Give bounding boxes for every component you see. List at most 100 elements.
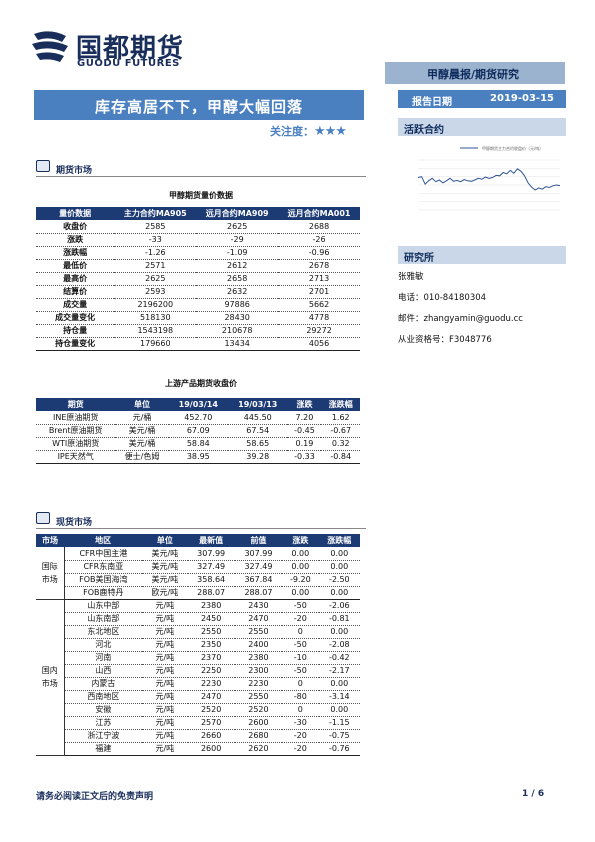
table-cell: 13434 bbox=[196, 337, 279, 351]
table-row: 收盘价 2585 2625 2688 bbox=[36, 220, 360, 234]
table-cell: 2196200 bbox=[114, 298, 197, 312]
table-row: 山西 元/吨 2250 2300 -50 -2.17 bbox=[36, 664, 360, 678]
table-cell: 元/吨 bbox=[142, 651, 188, 665]
table-cell: 28430 bbox=[196, 311, 279, 325]
table-cell: 327.49 bbox=[234, 560, 283, 574]
table-cell: 美元/吨 bbox=[142, 573, 188, 587]
table-cell: 2520 bbox=[234, 703, 283, 717]
table-header-row: 期货 单位 19/03/14 19/03/13 涨跌 涨跌幅 bbox=[36, 398, 360, 411]
table-cell: -2.06 bbox=[318, 599, 360, 613]
table-cell: 445.50 bbox=[228, 411, 288, 425]
svg-text:甲醇期货主力合约收盘价（元/吨）: 甲醇期货主力合约收盘价（元/吨） bbox=[482, 145, 543, 151]
table-cell: 288.07 bbox=[234, 586, 283, 600]
analyst-email[interactable]: 邮件：zhangyamin@guodu.cc bbox=[398, 314, 523, 324]
table-cell: -50 bbox=[282, 638, 319, 652]
region-label: 浙江宁波 bbox=[64, 729, 143, 743]
table-cell: 元/吨 bbox=[142, 690, 188, 704]
table-cell: 2550 bbox=[234, 625, 283, 639]
table-cell: 2430 bbox=[234, 599, 283, 613]
region-label: 河南 bbox=[64, 651, 143, 665]
column-header: 涨跌幅 bbox=[321, 398, 360, 411]
table-cell: 元/吨 bbox=[142, 664, 188, 678]
table-cell: 美元/吨 bbox=[142, 547, 188, 561]
region-label: 安徽 bbox=[64, 703, 143, 717]
section-divider bbox=[36, 528, 366, 529]
column-header: 单位 bbox=[115, 398, 169, 411]
table-cell: 179660 bbox=[114, 337, 197, 351]
section-divider bbox=[36, 176, 366, 177]
table-cell: 0.00 bbox=[318, 703, 360, 717]
table-cell: 307.99 bbox=[234, 547, 283, 561]
table-cell: -29 bbox=[196, 233, 279, 247]
star-rating-icon: ★★★ bbox=[314, 124, 347, 139]
table-cell: 元/吨 bbox=[142, 599, 188, 613]
futures-table-caption: 甲醇期货量价数据 bbox=[169, 191, 233, 200]
row-label: 结算价 bbox=[36, 285, 115, 299]
row-label: 成交量变化 bbox=[36, 311, 115, 325]
table-row: 持仓量 1543198 210678 29272 bbox=[36, 324, 360, 338]
upstream-price-table: 期货 单位 19/03/14 19/03/13 涨跌 涨跌幅 INE原油期货 元/桶 452.… bbox=[36, 398, 360, 464]
table-cell: 452.70 bbox=[168, 411, 229, 425]
table-cell: 38.95 bbox=[168, 450, 229, 464]
table-row: IPE天然气 便士/色姆 38.95 39.28 -0.33 -0.84 bbox=[36, 450, 360, 464]
region-label: CFR中国主港 bbox=[64, 547, 143, 561]
table-cell: 2380 bbox=[234, 651, 283, 665]
table-cell: 2550 bbox=[234, 690, 283, 704]
table-cell: 2550 bbox=[187, 625, 235, 639]
table-cell: 2701 bbox=[278, 285, 360, 299]
row-label: 持仓量 bbox=[36, 324, 115, 338]
table-cell: 2470 bbox=[234, 612, 283, 626]
table-cell: 元/吨 bbox=[142, 612, 188, 626]
disclaimer-note: 请务必阅读正文后的免责声明 bbox=[36, 792, 154, 802]
market-group-label: 国内市场 bbox=[36, 599, 65, 756]
table-cell: 2600 bbox=[187, 742, 235, 756]
table-cell: 97886 bbox=[196, 298, 279, 312]
table-row: INE原油期货 元/桶 452.70 445.50 7.20 1.62 bbox=[36, 411, 360, 425]
table-cell: 2585 bbox=[114, 220, 197, 234]
table-cell: 0.00 bbox=[318, 586, 360, 600]
table-cell: -2.08 bbox=[318, 638, 360, 652]
table-cell: 2350 bbox=[187, 638, 235, 652]
table-cell: 元/吨 bbox=[142, 729, 188, 743]
table-cell: 2470 bbox=[187, 690, 235, 704]
table-cell: -0.84 bbox=[321, 450, 360, 464]
table-cell: 2250 bbox=[187, 664, 235, 678]
market-group-label: 国际市场 bbox=[36, 547, 65, 600]
report-title: 库存高居不下，甲醇大幅回落 bbox=[34, 90, 364, 120]
table-cell: 元/桶 bbox=[115, 411, 169, 425]
section-icon bbox=[36, 512, 50, 524]
table-header-row: 量价数据 主力合约MA905 远月合约MA909 远月合约MA001 bbox=[36, 207, 360, 220]
table-cell: 5662 bbox=[278, 298, 360, 312]
table-row: 江苏 元/吨 2570 2600 -30 -1.15 bbox=[36, 716, 360, 730]
column-header: 地区 bbox=[64, 534, 143, 547]
table-cell: 327.49 bbox=[187, 560, 235, 574]
table-cell: -2.17 bbox=[318, 664, 360, 678]
region-label: 福建 bbox=[64, 742, 143, 756]
table-cell: -1.09 bbox=[196, 246, 279, 260]
table-cell: 0 bbox=[282, 703, 319, 717]
column-header: 期货 bbox=[36, 398, 116, 411]
table-cell: 0.00 bbox=[318, 547, 360, 561]
table-row: 涨跌幅 -1.26 -1.09 -0.96 bbox=[36, 246, 360, 260]
table-cell: 0.00 bbox=[282, 586, 319, 600]
table-cell: 210678 bbox=[196, 324, 279, 338]
table-row: Brent原油期货 美元/桶 67.09 67.54 -0.45 -0.67 bbox=[36, 424, 360, 438]
column-header: 涨跌 bbox=[287, 398, 322, 411]
region-label: CFR东南亚 bbox=[64, 560, 143, 574]
row-label: 持仓量变化 bbox=[36, 337, 115, 351]
column-header: 涨跌幅 bbox=[318, 534, 360, 547]
table-cell: 2450 bbox=[187, 612, 235, 626]
row-label: 成交量 bbox=[36, 298, 115, 312]
table-cell: 2713 bbox=[278, 272, 360, 286]
section-title-spot: 现货市场 bbox=[56, 518, 93, 528]
table-cell: -0.45 bbox=[287, 424, 322, 438]
table-cell: 0 bbox=[282, 677, 319, 691]
table-cell: -50 bbox=[282, 664, 319, 678]
table-cell: 518130 bbox=[114, 311, 197, 325]
table-cell: 2658 bbox=[196, 272, 279, 286]
section-icon bbox=[36, 160, 50, 172]
table-row: WTI原油期货 美元/桶 58.84 58.65 0.19 0.32 bbox=[36, 437, 360, 451]
table-cell: 元/吨 bbox=[142, 716, 188, 730]
date-label: 报告日期 bbox=[412, 97, 452, 108]
table-row: 成交量变化 518130 28430 4778 bbox=[36, 311, 360, 325]
